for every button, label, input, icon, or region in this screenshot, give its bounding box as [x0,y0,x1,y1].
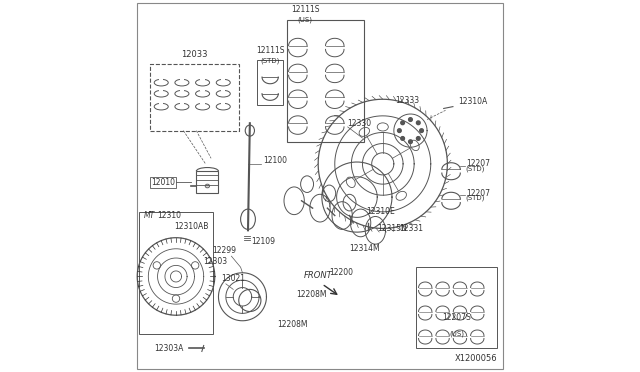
Text: 12010: 12010 [151,178,175,187]
Text: 12333: 12333 [395,96,419,105]
Text: FRONT: FRONT [304,271,333,280]
Bar [139,212,213,334]
Text: 12303: 12303 [203,257,227,266]
Text: (US): (US) [298,17,313,23]
Text: 12207: 12207 [466,189,490,198]
Text: 12207: 12207 [466,159,490,169]
Circle shape [401,137,404,140]
Text: 12208M: 12208M [278,320,308,329]
Circle shape [417,137,420,140]
Text: (STD): (STD) [466,195,485,201]
Text: 12111S: 12111S [291,5,319,14]
Text: 12310E: 12310E [366,207,395,217]
Text: 12100: 12100 [263,155,287,165]
Text: 12109: 12109 [252,237,276,246]
Text: 12310: 12310 [157,211,181,220]
Bar [150,64,239,131]
Text: 13021: 13021 [221,274,245,283]
Circle shape [401,121,404,125]
Text: MT: MT [143,211,155,220]
Bar [257,61,283,105]
Bar [196,171,218,193]
Text: 12331: 12331 [399,224,424,233]
Text: 12310AB: 12310AB [174,222,209,231]
Text: 12314M: 12314M [349,244,380,253]
Circle shape [408,118,412,121]
Ellipse shape [205,184,210,188]
Text: 12208M: 12208M [296,291,326,299]
Circle shape [420,129,424,132]
Text: 12033: 12033 [181,49,208,59]
Text: (STD): (STD) [466,165,485,171]
Circle shape [408,140,412,144]
Bar [150,177,176,188]
Circle shape [417,121,420,125]
Text: X1200056: X1200056 [454,354,497,363]
Bar [416,267,497,349]
Text: 12200: 12200 [329,268,353,277]
Text: 12111S: 12111S [256,46,284,55]
Text: (STD): (STD) [260,58,280,64]
Text: 12310A: 12310A [458,97,488,106]
Text: 12299: 12299 [212,246,236,255]
Text: 12330: 12330 [348,119,372,128]
Text: 12303A: 12303A [154,344,183,353]
Text: (US): (US) [449,330,464,337]
Text: 12207S: 12207S [442,312,471,321]
Circle shape [397,129,401,132]
Text: 12315N: 12315N [377,224,407,233]
